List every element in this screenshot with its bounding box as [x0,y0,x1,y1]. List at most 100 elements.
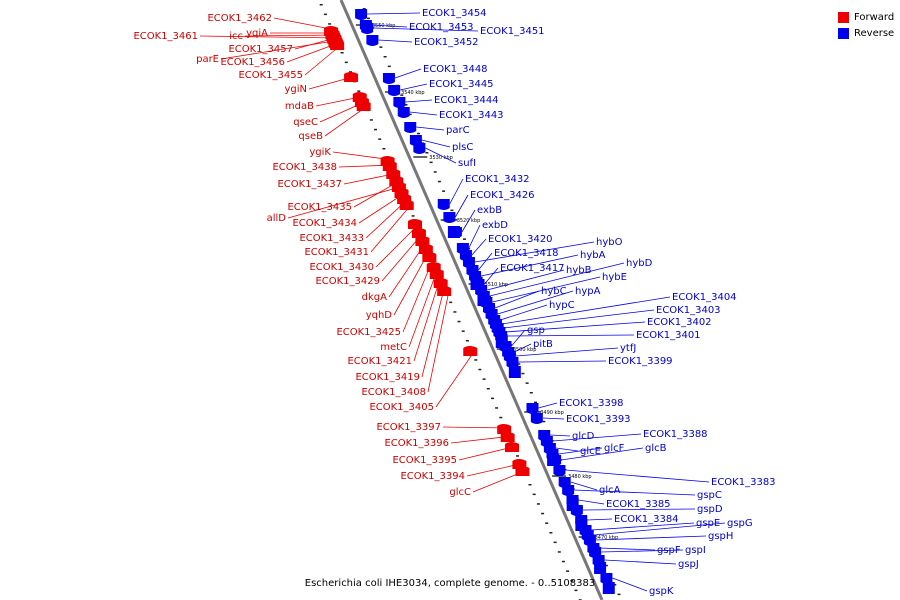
forward-gene-feature [399,200,414,210]
tick-mark [374,128,377,131]
reverse-gene-label: ECOK1_3453 [409,22,474,33]
forward-gene-label: ygiK [309,147,331,158]
forward-gene-label: icc [229,31,243,42]
scale-label: 3470 kbp [595,535,619,541]
reverse-gene-feature [600,573,613,584]
tick-mark [478,368,482,371]
callout-line [582,508,696,511]
tick-mark [323,13,327,16]
forward-gene-feature [330,40,345,50]
tick-mark [474,359,478,361]
tick-mark [319,4,323,6]
callout-line [591,522,695,531]
callout-line [503,309,655,329]
callout-line [480,254,579,277]
tick-mark [454,219,458,221]
callout-line [484,267,499,285]
reverse-gene-label: gspG [727,518,753,529]
reverse-gene-block [594,562,607,574]
forward-gene-feature [382,161,397,171]
tick-mark [538,411,542,413]
callout-line [421,281,447,378]
forward-gene-feature [422,252,437,262]
reverse-gene-feature [562,485,575,496]
reverse-gene-label: ECOK1_3418 [494,248,559,259]
tick-mark [517,363,521,365]
reverse-gene-label: gspC [697,490,722,501]
forward-gene-label: ECOK1_3437 [277,179,342,190]
scale-label: 3490 kbp [540,410,564,416]
tick-mark [450,209,454,212]
reverse-gene-feature [366,35,379,46]
tick-mark [532,493,536,496]
reverse-gene-block [508,366,521,378]
callout-line [587,518,613,521]
callout-line [604,559,677,565]
legend-label-reverse: Reverse [854,27,895,39]
callout-line [570,481,598,491]
legend-label-forward: Forward [854,11,895,23]
callout-line [558,447,603,455]
callout-line [400,83,428,91]
tick-mark [328,23,332,25]
reverse-gene-feature [553,465,566,476]
tick-mark [442,190,446,192]
forward-gene-label: yqiA [246,28,268,39]
callout-line [367,12,421,15]
callout-line [468,224,481,249]
forward-gene-feature [497,424,512,434]
tick-mark [491,397,494,400]
scale-label: 3510 kbp [485,282,509,288]
reverse-gene-label: gspJ [678,559,699,570]
reverse-gene-feature [506,357,519,368]
scale-label: 3530 kbp [429,155,453,161]
forward-gene-feature [411,228,426,238]
reverse-gene-label: ECOK1_3403 [656,305,721,316]
forward-gene-label: ECOK1_3438 [272,162,337,173]
forward-gene-label: ECOK1_3456 [220,57,285,68]
forward-gene-label: ECOK1_3434 [292,218,357,229]
callout-line [425,147,457,164]
forward-gene-feature [344,72,359,82]
forward-gene-label: ECOK1_3395 [392,455,457,466]
forward-gene-label: allD [267,213,287,224]
callout-line [370,203,413,253]
reverse-gene-feature [382,73,395,84]
reverse-gene-label: ECOK1_3404 [672,292,737,303]
forward-gene-label: mdaB [285,101,314,112]
reverse-gene-feature [388,85,401,96]
tick-mark [437,180,441,183]
reverse-gene-block [447,226,460,238]
forward-gene-label: ECOK1_3429 [315,276,380,287]
genome-caption: Escherichia coli IHE3034, complete genom… [304,578,596,589]
reverse-gene-label: glcB [645,443,667,454]
reverse-gene-feature [361,23,374,34]
forward-gene-label: ygiN [284,84,307,95]
reverse-gene-label: ECOK1_3445 [429,79,494,90]
callout-line [220,39,341,60]
callout-line [578,499,605,505]
callout-line [421,139,451,148]
gene-features [324,9,615,594]
tick-mark [383,56,387,58]
callout-line [595,535,707,541]
tick-mark [362,8,366,10]
reverse-gene-label: parC [446,125,470,136]
reverse-gene-block [566,499,579,511]
tick-mark [566,570,570,572]
forward-gene-label: parE [196,54,219,65]
forward-gene-label: ECOK1_3394 [400,471,465,482]
tick-mark [404,104,408,106]
reverse-gene-label: ECOK1_3401 [636,330,701,341]
forward-gene-label: ECOK1_3425 [336,327,401,338]
forward-gene-feature [515,466,530,476]
forward-gene-label: dkgA [362,292,387,303]
callout-line [405,99,433,103]
forward-gene-label: qseC [293,117,318,128]
legend-item-forward: Forward [838,9,894,25]
reverse-gene-label: ECOK1_3454 [422,8,487,19]
forward-gene-label: ECOK1_3430 [309,262,374,273]
reverse-gene-block [547,454,560,466]
forward-gene-label: ECOK1_3419 [355,372,420,383]
tick-mark [366,17,370,20]
